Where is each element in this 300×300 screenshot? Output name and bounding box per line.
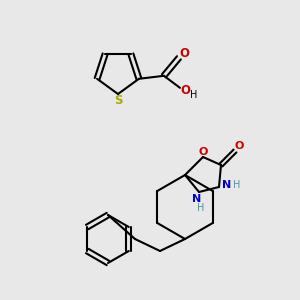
Text: S: S	[114, 94, 122, 107]
Text: O: O	[198, 147, 208, 157]
Text: H: H	[233, 180, 241, 190]
Text: O: O	[180, 84, 190, 97]
Text: N: N	[192, 194, 202, 204]
Text: O: O	[234, 141, 244, 151]
Text: N: N	[222, 180, 232, 190]
Text: O: O	[179, 47, 189, 60]
Text: H: H	[197, 203, 205, 213]
Text: H: H	[190, 90, 198, 100]
